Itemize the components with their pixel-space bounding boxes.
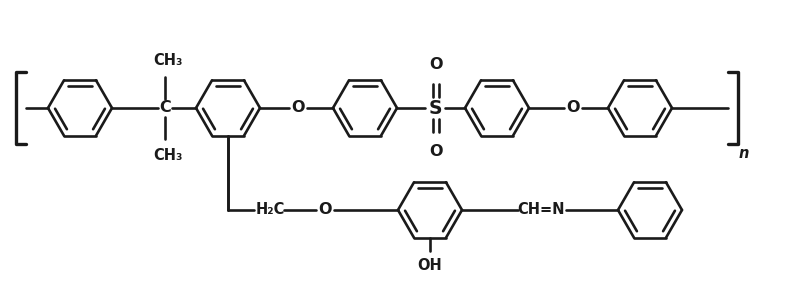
Text: S: S: [428, 99, 442, 117]
Text: C: C: [159, 101, 171, 115]
Text: CH₃: CH₃: [153, 148, 183, 163]
Text: OH: OH: [418, 258, 443, 273]
Text: O: O: [566, 101, 580, 115]
Text: CH=N: CH=N: [518, 203, 565, 217]
Text: O: O: [429, 144, 443, 159]
Text: O: O: [318, 203, 332, 217]
Text: H₂C: H₂C: [255, 203, 285, 217]
Text: CH₃: CH₃: [153, 53, 183, 68]
Text: n: n: [739, 146, 749, 161]
Text: O: O: [291, 101, 305, 115]
Text: O: O: [429, 57, 443, 72]
